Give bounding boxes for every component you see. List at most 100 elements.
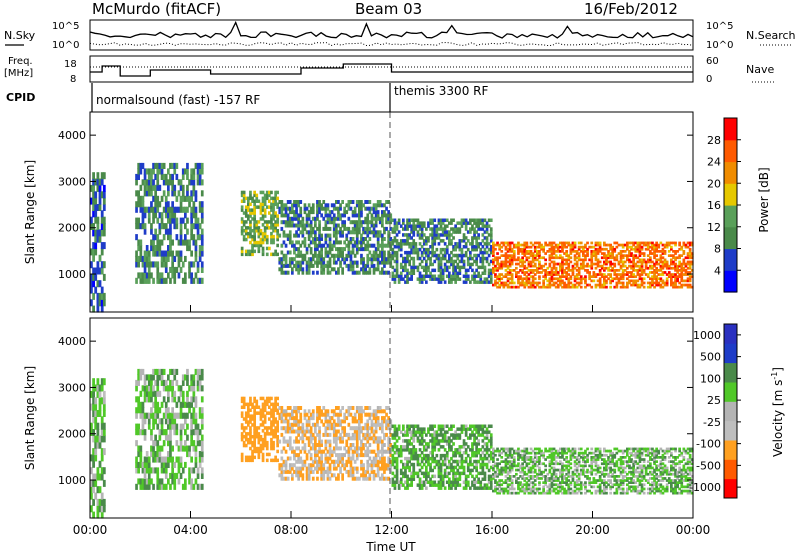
echo-cell-r1 — [192, 390, 196, 397]
echo-cell-r3 — [378, 436, 382, 441]
echo-cell-r1 — [164, 179, 168, 186]
echo-cell-r2 — [265, 446, 269, 451]
echo-cell-r5 — [603, 254, 606, 257]
echo-cell-r1 — [156, 277, 160, 284]
echo-cell-r2 — [265, 411, 269, 415]
echo-cell-r3 — [381, 243, 384, 248]
echo-cell-r2 — [261, 199, 265, 203]
echo-cell-r4 — [391, 230, 395, 234]
echo-cell-r4 — [397, 247, 401, 252]
echo-cell-r4 — [406, 239, 409, 243]
echo-cell-r1 — [150, 396, 153, 403]
echo-cell-r4 — [431, 227, 434, 231]
echo-cell-r4 — [410, 433, 413, 437]
echo-cell-r4 — [464, 227, 468, 231]
echo-cell-r3 — [286, 206, 290, 211]
echo-cell-r2 — [272, 237, 275, 242]
echo-cell-r1 — [143, 385, 147, 392]
echo-cell-r3 — [295, 406, 298, 410]
echo-cell-r5 — [592, 254, 596, 257]
echo-cell-r5 — [502, 243, 506, 247]
echo-cell-r5 — [688, 266, 692, 270]
echo-cell-r3 — [318, 253, 321, 258]
echo-cell-r3 — [332, 220, 336, 225]
echo-cell-r5 — [678, 285, 681, 289]
echo-cell-r0 — [94, 191, 98, 199]
echo-cell-r1 — [192, 223, 196, 230]
echo-cell-r1 — [194, 272, 198, 279]
echo-cell-r5 — [494, 279, 497, 283]
echo-cell-r3 — [387, 466, 390, 471]
echo-cell-r2 — [274, 396, 277, 401]
echo-cell-r3 — [360, 267, 363, 272]
echo-cell-r5 — [598, 281, 602, 285]
echo-cell-r5 — [659, 269, 663, 272]
echo-cell-r4 — [479, 277, 483, 281]
echo-cell-r3 — [387, 439, 390, 444]
echo-cell-r2 — [242, 220, 246, 224]
echo-cell-r5 — [674, 258, 677, 262]
freq-tick-bottom: 8 — [70, 74, 76, 85]
echo-cell-r5 — [640, 247, 644, 251]
echo-cell-r1 — [147, 385, 151, 392]
echo-cell-r4 — [454, 224, 457, 228]
echo-cell-r1 — [160, 212, 164, 219]
echo-cell-r0 — [98, 267, 102, 275]
echo-cell-r5 — [542, 275, 545, 278]
echo-cell-r5 — [636, 273, 640, 276]
echo-cell-r5 — [554, 285, 558, 289]
echo-cell-r5 — [533, 285, 537, 289]
echo-cell-r3 — [332, 459, 336, 464]
echo-cell-r3 — [284, 243, 288, 248]
echo-cell-r3 — [295, 419, 298, 424]
echo-cell-r3 — [278, 267, 282, 272]
cpid-mode1: normalsound (fast) -157 RF — [96, 93, 260, 107]
echo-cell-r5 — [494, 273, 497, 276]
echo-cell-r1 — [190, 385, 193, 392]
echo-cell-r5 — [611, 262, 614, 266]
echo-cell-r3 — [295, 416, 298, 421]
echo-cell-r3 — [328, 463, 332, 468]
echo-cell-r4 — [439, 259, 443, 264]
echo-cell-r3 — [328, 226, 332, 231]
echo-cell-r3 — [299, 426, 303, 431]
echo-cell-r4 — [416, 247, 420, 252]
echo-cell-r1 — [173, 217, 177, 224]
echo-cell-r5 — [603, 260, 606, 264]
echo-cell-r5 — [527, 264, 531, 268]
echo-cell-r3 — [385, 216, 388, 221]
echo-cell-r1 — [190, 272, 193, 279]
echo-cell-r3 — [301, 432, 305, 437]
echo-cell-r1 — [196, 434, 200, 441]
echo-cell-r5 — [634, 245, 638, 249]
echo-cell-r5 — [519, 243, 522, 247]
echo-cell-r1 — [169, 239, 172, 246]
echo-cell-r3 — [288, 263, 292, 268]
echo-cell-r3 — [282, 257, 286, 262]
echo-cell-r5 — [533, 254, 537, 257]
echo-cell-r1 — [190, 261, 193, 268]
echo-cell-r5 — [494, 283, 497, 287]
echo-cell-r5 — [626, 285, 629, 289]
echo-cell-r5 — [638, 273, 642, 276]
echo-cell-r5 — [653, 273, 656, 276]
echo-cell-r4 — [439, 221, 443, 225]
echo-cell-r0 — [100, 505, 104, 513]
echo-cell-r3 — [284, 466, 288, 471]
echo-cell-r4 — [431, 218, 434, 222]
echo-cell-r5 — [630, 241, 633, 245]
echo-cell-r3 — [307, 233, 311, 238]
echo-cell-r1 — [169, 445, 172, 452]
echo-cell-r3 — [332, 412, 336, 417]
echo-cell-r3 — [364, 432, 367, 437]
echo-cell-r5 — [569, 245, 573, 249]
echo-cell-r2 — [263, 220, 267, 224]
echo-cell-r2 — [259, 243, 263, 248]
echo-cell-r4 — [420, 274, 424, 278]
echo-cell-r5 — [540, 285, 543, 289]
echo-cell-r5 — [655, 245, 658, 249]
echo-cell-r3 — [378, 270, 382, 275]
echo-cell-r4 — [412, 259, 416, 264]
echo-cell-r1 — [186, 445, 189, 452]
echo-cell-r4 — [395, 462, 399, 467]
